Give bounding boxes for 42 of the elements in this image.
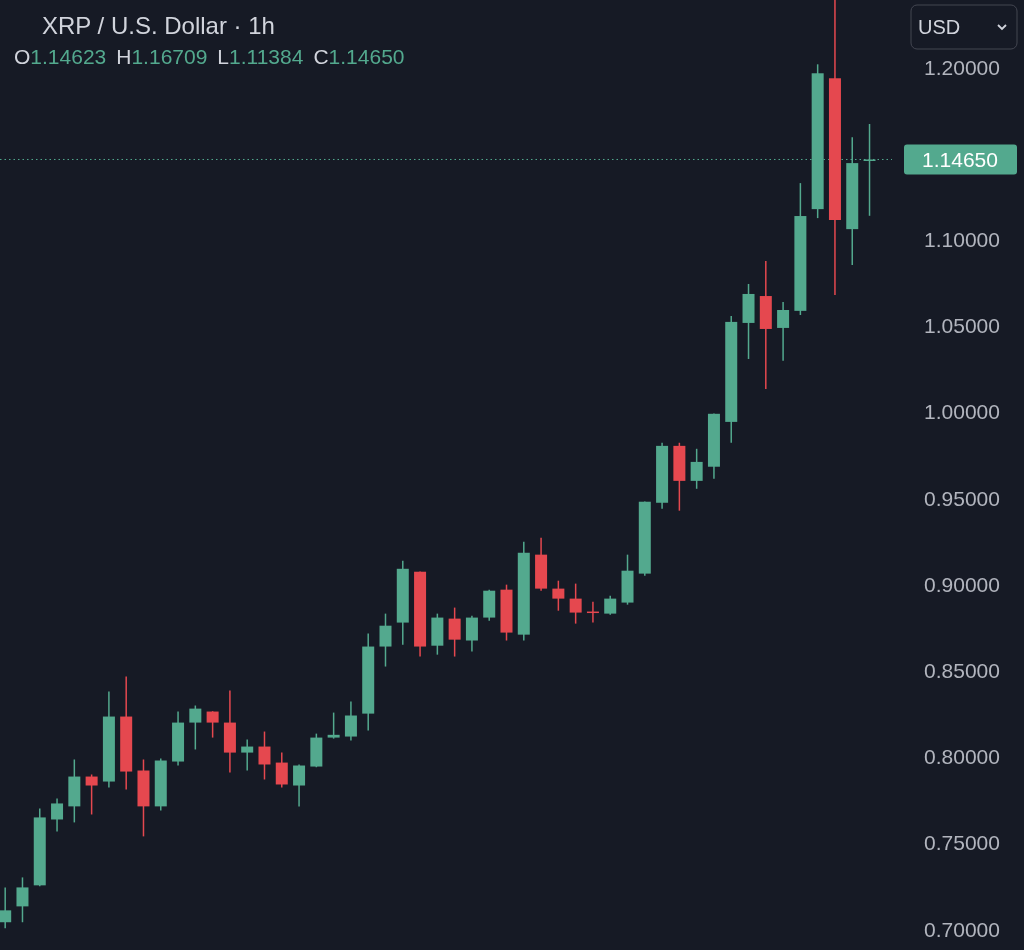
- y-tick-label: 0.85000: [924, 659, 1000, 683]
- candlestick: [344, 700, 357, 742]
- y-tick-label: 1.10000: [924, 228, 1000, 252]
- y-tick-label: 1.00000: [924, 400, 1000, 424]
- candlestick: [258, 730, 271, 781]
- ref-line-label: 1.14650: [922, 147, 998, 171]
- candlestick: [863, 123, 876, 217]
- candlestick: [0, 886, 12, 930]
- text: XRP / U.S. Dollar · 1h: [42, 12, 275, 40]
- candlestick: [690, 448, 703, 490]
- y-tick-label: 0.70000: [924, 917, 1000, 941]
- candlestick: [448, 606, 461, 658]
- y-tick-label: 0.95000: [924, 486, 1000, 510]
- candlestick: [206, 710, 219, 739]
- candlestick: [189, 704, 202, 751]
- candlestick: [327, 711, 340, 740]
- candlestick: [465, 614, 478, 653]
- annotation: 1.14623: [30, 45, 107, 68]
- annotation: C: [313, 45, 329, 68]
- y-tick-label: 0.90000: [924, 572, 1000, 596]
- y-tick-label: 1.05000: [924, 314, 1000, 338]
- y-tick-label: 0.75000: [924, 831, 1000, 855]
- annotation: 1.11384: [229, 45, 304, 68]
- candlestick: [569, 582, 582, 625]
- annotation: O: [14, 45, 31, 68]
- candlestick: [275, 751, 288, 789]
- candlestick: [379, 612, 392, 668]
- candlestick: [241, 738, 254, 772]
- currency-dropdown: USD: [910, 4, 1018, 50]
- candlestick: [16, 876, 29, 923]
- candlestick: [85, 773, 98, 816]
- annotation: 1.16709: [131, 45, 208, 68]
- candlestick: [777, 301, 790, 362]
- candlestick: [552, 579, 565, 612]
- candlestick: [51, 797, 64, 833]
- candlestick: [604, 594, 617, 616]
- annotation: 1.14650: [328, 45, 405, 68]
- y-tick-label: 1.20000: [924, 55, 1000, 79]
- candlestick: [293, 763, 306, 808]
- annotation: H: [116, 45, 132, 68]
- annotation: L: [217, 45, 230, 68]
- y-tick-label: 0.80000: [924, 745, 1000, 769]
